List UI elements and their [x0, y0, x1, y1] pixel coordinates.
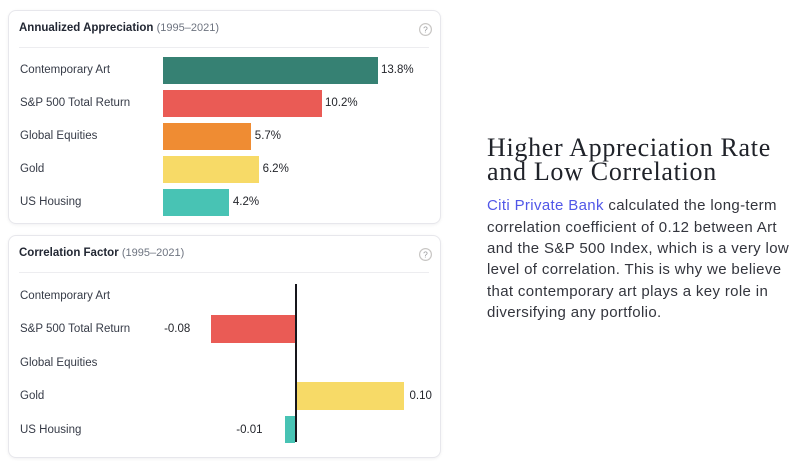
- svg-text:?: ?: [423, 249, 428, 259]
- svg-text:?: ?: [423, 24, 428, 34]
